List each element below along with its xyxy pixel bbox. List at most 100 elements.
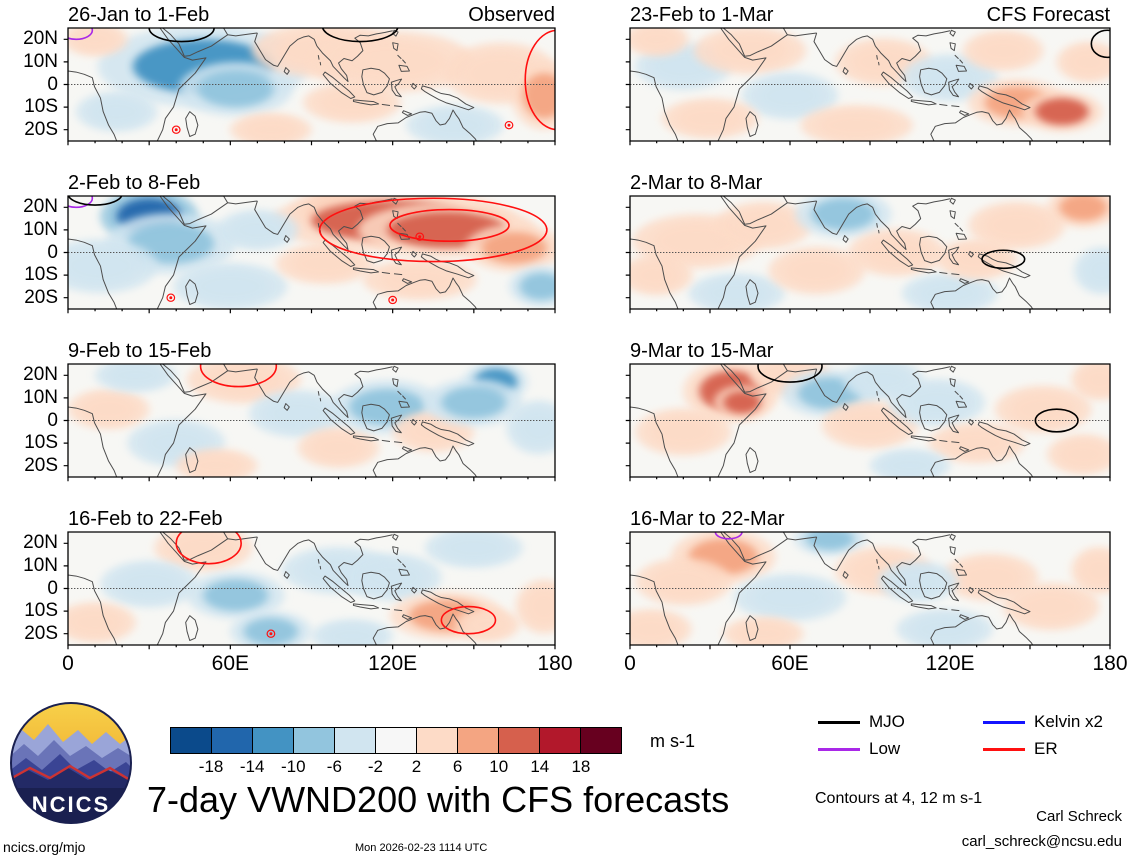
x-tick-label: 60E: [211, 652, 250, 675]
x-tick-label: 180: [1092, 652, 1128, 675]
y-tick-label: 0: [47, 577, 58, 599]
kelvin-line-swatch: [983, 720, 1025, 724]
y-tick-label: 10S: [24, 96, 58, 118]
panel-title: 9-Feb to 15-Feb: [68, 340, 212, 362]
x-tick-label: 120E: [925, 652, 975, 675]
panel-23feb-1mar: 23-Feb to 1-Mar CFS Forecast: [630, 2, 1110, 141]
legend-item-er: ER: [983, 739, 1058, 759]
y-tick-label: 10N: [23, 50, 58, 72]
colorbar-cell: [253, 728, 294, 753]
panel-26jan-1feb: 26-Jan to 1-Feb Observed 20N 10N 0 10S 20S: [23, 2, 555, 141]
mjo-line-swatch: [818, 720, 860, 724]
y-axis-labels: 20N 10N 0 10S 20S: [2, 338, 62, 478]
panel-title: 9-Mar to 15-Mar: [630, 340, 774, 362]
y-tick-label: 0: [47, 241, 58, 263]
panel-title: 23-Feb to 1-Mar: [630, 4, 774, 26]
legend-item-low: Low: [818, 739, 900, 759]
colorbar-cell: [499, 728, 540, 753]
y-axis-labels: 20N 10N 0 10S 20S: [2, 170, 62, 310]
y-tick-label: 20N: [23, 28, 58, 50]
colorbar-tick-label: 10: [489, 757, 509, 776]
generation-timestamp: Mon 2026-02-23 1114 UTC: [355, 842, 488, 854]
x-axis-labels-left: 0 60E 120E 180: [62, 652, 572, 678]
map-canvas: [68, 364, 555, 477]
y-tick-label: 0: [47, 73, 58, 95]
map-canvas: [630, 364, 1110, 477]
panel-title: 2-Feb to 8-Feb: [68, 172, 201, 194]
legend-item-kelvin: Kelvin x2: [983, 712, 1103, 732]
colorbar-tick-label: 2: [411, 757, 422, 776]
map-canvas: [68, 196, 555, 309]
y-tick-label: 20S: [24, 622, 58, 644]
panel-title: 16-Feb to 22-Feb: [68, 508, 223, 530]
y-tick-label: 10N: [23, 386, 58, 408]
colorbar-tick-label: -10: [280, 757, 306, 776]
x-tick-label: 60E: [771, 652, 809, 675]
colorbar-tick-label: -6: [326, 757, 342, 776]
panel-corner-label: CFS Forecast: [986, 4, 1110, 26]
ncics-logo-art: NCICS: [10, 702, 132, 824]
x-tick-label: 120E: [368, 652, 418, 675]
colorbar-cell: [376, 728, 417, 753]
y-tick-label: 10S: [24, 432, 58, 454]
panel-corner-label: Observed: [468, 4, 555, 26]
x-tick-label: 0: [62, 652, 74, 675]
colorbar-cell: [581, 728, 621, 753]
colorbar-cell: [417, 728, 458, 753]
x-tick-label: 0: [624, 652, 636, 675]
colorbar-tick-label: 6: [452, 757, 463, 776]
contours-note: Contours at 4, 12 m s-1: [815, 790, 983, 807]
colorbar-labels: -18 -14 -10 -6 -2 2 6 10 14 18: [170, 757, 622, 777]
y-tick-label: 20S: [24, 118, 58, 140]
low-line-swatch: [818, 747, 860, 751]
colorbar-tick-label: -14: [239, 757, 265, 776]
panel-title: 26-Jan to 1-Feb: [68, 4, 210, 26]
ncics-logo-text: NCICS: [32, 792, 110, 817]
y-tick-label: 20N: [23, 196, 58, 218]
ncics-logo: NCICS: [8, 700, 134, 826]
legend-label: MJO: [869, 712, 905, 731]
figure-title: 7-day VWND200 with CFS forecasts: [147, 779, 730, 820]
colorbar-tick-label: -2: [367, 757, 384, 776]
y-tick-label: 20S: [24, 454, 58, 476]
panel-title: 16-Mar to 22-Mar: [630, 508, 785, 530]
colorbar: [170, 727, 622, 754]
colorbar-units-label: m s-1: [650, 731, 695, 751]
colorbar-cell: [458, 728, 499, 753]
legend-label: Kelvin x2: [1034, 712, 1103, 731]
colorbar-cell: [294, 728, 335, 753]
legend-label: ER: [1034, 739, 1058, 758]
colorbar-cell: [540, 728, 581, 753]
panel-16feb-22feb: 16-Feb to 22-Feb 20N 10N 0 10S 20S: [23, 506, 555, 645]
colorbar-cell: [335, 728, 376, 753]
y-tick-label: 10N: [23, 554, 58, 576]
y-tick-label: 20N: [23, 364, 58, 386]
x-axis-labels-right: 0 60E 120E 180: [624, 652, 1127, 678]
panel-16mar-22mar: 16-Mar to 22-Mar: [630, 506, 1110, 645]
colorbar-tick-label: -18: [198, 757, 224, 776]
panel-title: 2-Mar to 8-Mar: [630, 172, 763, 194]
colorbar-tick-label: 14: [530, 757, 550, 776]
credit-email: carl_schreck@ncsu.edu: [961, 833, 1122, 850]
x-tick-label: 180: [537, 652, 573, 675]
panel-2feb-8feb: 2-Feb to 8-Feb 20N 10N 0 10S 20S: [23, 170, 555, 309]
y-tick-label: 10N: [23, 218, 58, 240]
panel-2mar-8mar: 2-Mar to 8-Mar: [630, 170, 1110, 309]
er-line-swatch: [983, 747, 1025, 751]
map-canvas: [68, 532, 555, 645]
y-axis-labels: 20N 10N 0 10S 20S: [2, 506, 62, 646]
colorbar-cell: [171, 728, 212, 753]
map-canvas: [630, 532, 1110, 645]
map-canvas: [630, 28, 1110, 141]
y-tick-label: 20N: [23, 532, 58, 554]
y-tick-label: 20S: [24, 286, 58, 308]
credit-name: Carl Schreck: [1036, 808, 1122, 825]
legend-item-mjo: MJO: [818, 712, 905, 732]
y-tick-label: 0: [47, 409, 58, 431]
legend-label: Low: [869, 739, 901, 758]
colorbar-tick-label: 18: [571, 757, 591, 776]
panel-9mar-15mar: 9-Mar to 15-Mar: [630, 338, 1110, 477]
y-tick-label: 10S: [24, 600, 58, 622]
colorbar-cell: [212, 728, 253, 753]
y-axis-labels: 20N 10N 0 10S 20S: [2, 2, 62, 142]
